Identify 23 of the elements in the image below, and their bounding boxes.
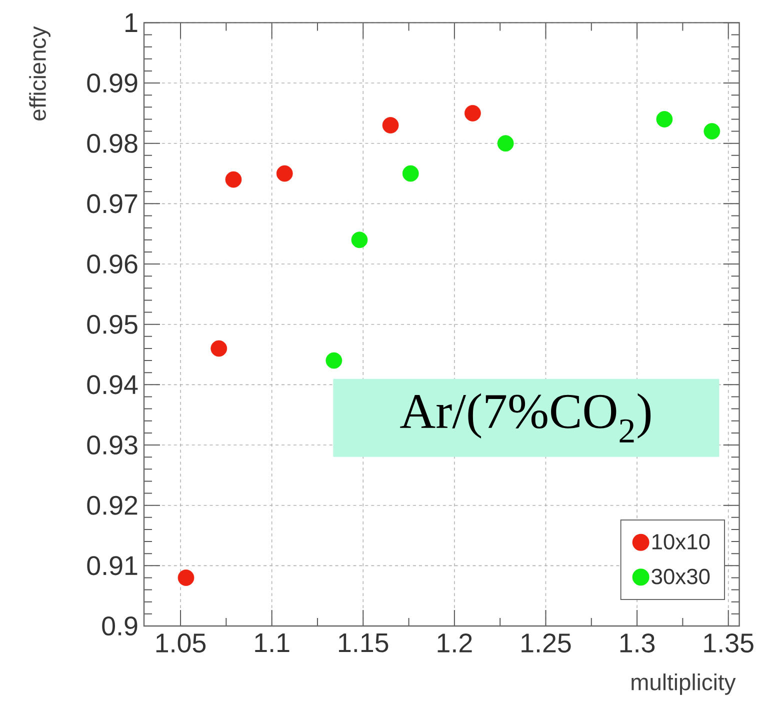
legend-label: 30x30 xyxy=(652,568,710,584)
annotation: Ar/(7%CO$_{2}$) xyxy=(400,393,651,442)
y-tick-label: 0.9 xyxy=(102,616,138,636)
x-tick-label: 1.1 xyxy=(255,634,290,652)
x-tick-label: 1.3 xyxy=(620,634,655,653)
y-tick-label: 0.93 xyxy=(87,435,138,455)
y-tick-label: 1 xyxy=(126,13,138,32)
y-tick-label: 0.94 xyxy=(87,375,138,394)
y-tick-label: 0.98 xyxy=(87,134,138,153)
y-tick-label: 0.91 xyxy=(87,556,138,576)
x-tick-label: 1.05 xyxy=(156,634,206,653)
x-tick-label: 1.2 xyxy=(438,634,472,652)
x-tick-label: 1.15 xyxy=(339,634,388,652)
y-tick-label: 0.96 xyxy=(87,254,138,274)
y-tick-label: 0.97 xyxy=(87,194,138,214)
y-tick-label: 0.92 xyxy=(87,496,138,515)
x-tick-label: 1.35 xyxy=(704,634,754,653)
x-tick-label: 1.25 xyxy=(522,634,571,653)
legend-label: 10x10 xyxy=(652,534,710,550)
x-axis-title: multiplicity xyxy=(632,674,736,695)
y-axis-title: efficiency xyxy=(29,26,50,120)
y-tick-label: 0.95 xyxy=(87,314,138,334)
y-tick-label: 0.99 xyxy=(87,74,138,93)
